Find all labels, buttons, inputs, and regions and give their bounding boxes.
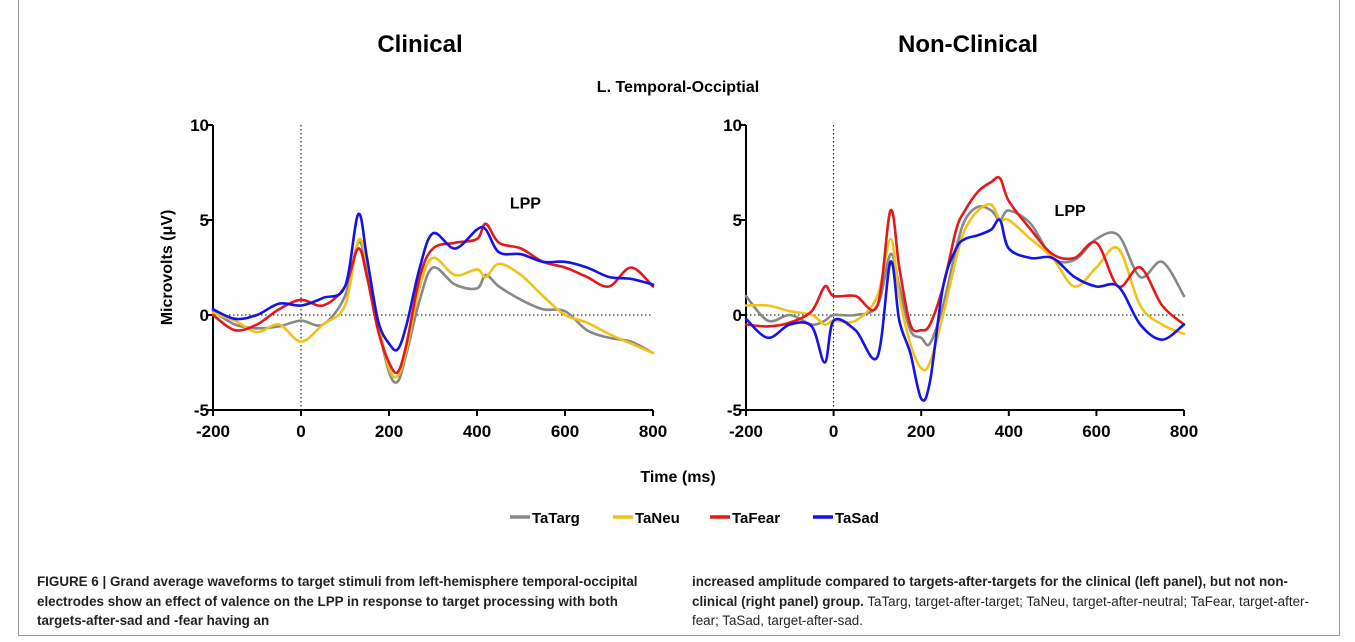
caption-right-bold: increased amplitude compared to targets-… bbox=[692, 574, 1288, 609]
x-tick-label: 800 bbox=[639, 422, 667, 441]
x-tick-label: 600 bbox=[551, 422, 579, 441]
series-line-taneu bbox=[744, 203, 1186, 372]
lpp-annotation: LPP bbox=[510, 196, 541, 213]
x-tick-label: 200 bbox=[375, 422, 403, 441]
series-line-tasad bbox=[744, 218, 1186, 402]
x-tick-label: 600 bbox=[1082, 422, 1110, 441]
y-tick-label: -5 bbox=[194, 401, 209, 420]
y-tick-label: 0 bbox=[200, 306, 209, 325]
y-axis-label: Microvolts (μV) bbox=[159, 210, 176, 326]
legend-label: TaNeu bbox=[635, 510, 680, 527]
y-tick-label: 10 bbox=[190, 116, 209, 135]
clinical-panel: Clinical -5 0 5 10 -200 0 200 400 600 800 Microvolt… bbox=[159, 31, 667, 441]
legend-label: TaTarg bbox=[532, 510, 580, 527]
caption-right: increased amplitude compared to targets-… bbox=[692, 572, 1324, 631]
x-tick-label: 800 bbox=[1170, 422, 1198, 441]
caption-right-plain: TaTarg, target-after-target; TaNeu, targ… bbox=[692, 593, 1309, 629]
x-tick-label: 200 bbox=[907, 422, 935, 441]
electrode-group-title: L. Temporal-Occiptial bbox=[597, 79, 759, 96]
y-tick-label: 10 bbox=[723, 116, 742, 135]
x-tick-label: 0 bbox=[829, 422, 838, 441]
panel-title: Clinical bbox=[377, 31, 462, 58]
series-line-tafear bbox=[744, 175, 1186, 333]
legend-label: TaFear bbox=[732, 510, 780, 527]
series-line-taneu bbox=[211, 237, 655, 379]
series-line-tafear bbox=[211, 222, 655, 375]
x-tick-label: 400 bbox=[463, 422, 491, 441]
x-axis-label: Time (ms) bbox=[640, 469, 715, 486]
legend-label: TaSad bbox=[835, 510, 879, 527]
panel-title: Non-Clinical bbox=[898, 31, 1038, 58]
series-line-tatarg bbox=[211, 240, 655, 384]
x-tick-label: 400 bbox=[995, 422, 1023, 441]
figure-frame bbox=[18, 0, 1340, 636]
y-tick-label: 0 bbox=[733, 306, 742, 325]
x-tick-label: -200 bbox=[196, 422, 230, 441]
caption-left-bold: FIGURE 6 | Grand average waveforms to ta… bbox=[37, 574, 638, 628]
x-tick-label: 0 bbox=[296, 422, 305, 441]
x-tick-label: -200 bbox=[729, 422, 763, 441]
y-tick-label: -5 bbox=[727, 401, 742, 420]
caption-left: FIGURE 6 | Grand average waveforms to ta… bbox=[37, 572, 657, 631]
non-clinical-panel: Non-Clinical -5 0 5 10 -200 0 200 400 600 800 LPP bbox=[723, 31, 1198, 441]
figure-chart-area: Clinical -5 0 5 10 -200 0 200 400 600 800 Microvolt… bbox=[159, 31, 1198, 527]
y-tick-label: 5 bbox=[733, 211, 742, 230]
y-tick-label: 5 bbox=[200, 211, 209, 230]
lpp-annotation: LPP bbox=[1055, 203, 1086, 220]
series-line-tasad bbox=[211, 212, 655, 352]
legend: TaTarg TaNeu TaFear TaSad bbox=[510, 510, 879, 527]
